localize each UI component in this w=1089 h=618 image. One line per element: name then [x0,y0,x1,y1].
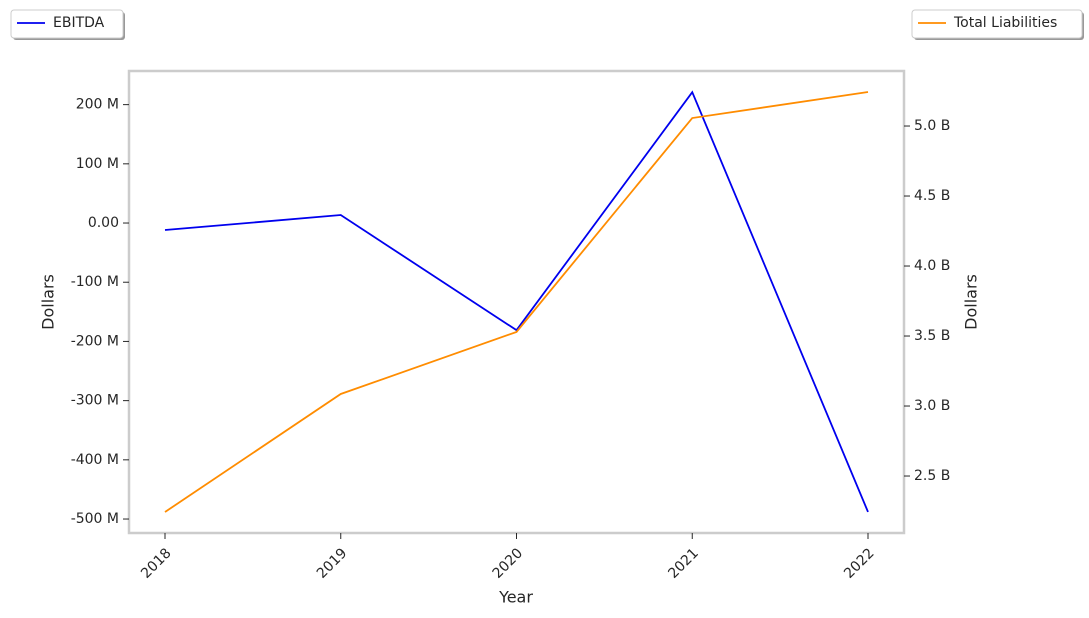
y-tick-label: 100 M [76,156,119,172]
y-tick-label: 200 M [76,97,119,113]
x-tick-label: 2021 [665,545,702,582]
x-tick-label: 2018 [138,545,175,582]
y-tick-label: 0.00 [88,215,119,231]
legend-box [10,9,124,39]
plot-frame [127,69,906,535]
y-axis-label: Dollars [39,274,58,330]
y2-tick-label: 2.5 B [914,468,950,484]
series-line [164,90,869,513]
y2-tick-label: 3.0 B [914,398,950,414]
y-tick-label: -200 M [71,333,119,349]
y-tick-label: -500 M [71,511,119,527]
y2-tick-label: 3.5 B [914,328,950,344]
x-tick-label: 2020 [490,545,527,582]
y-tick-label: -100 M [71,274,119,290]
y-tick-label: -400 M [71,452,119,468]
y-tick-label: -300 M [71,393,119,409]
y2-axis-label: Dollars [962,274,981,330]
x-axis-label: Year [498,588,533,607]
series-line [164,91,869,513]
y2-tick-label: 4.5 B [914,188,950,204]
legend-label: EBITDA [53,15,105,31]
y2-tick-label: 5.0 B [914,118,950,134]
legend-box [911,9,1083,39]
x-tick-label: 2022 [841,545,878,582]
y2-tick-label: 4.0 B [914,258,950,274]
x-tick-label: 2019 [314,545,351,582]
legend-label: Total Liabilities [953,15,1057,31]
